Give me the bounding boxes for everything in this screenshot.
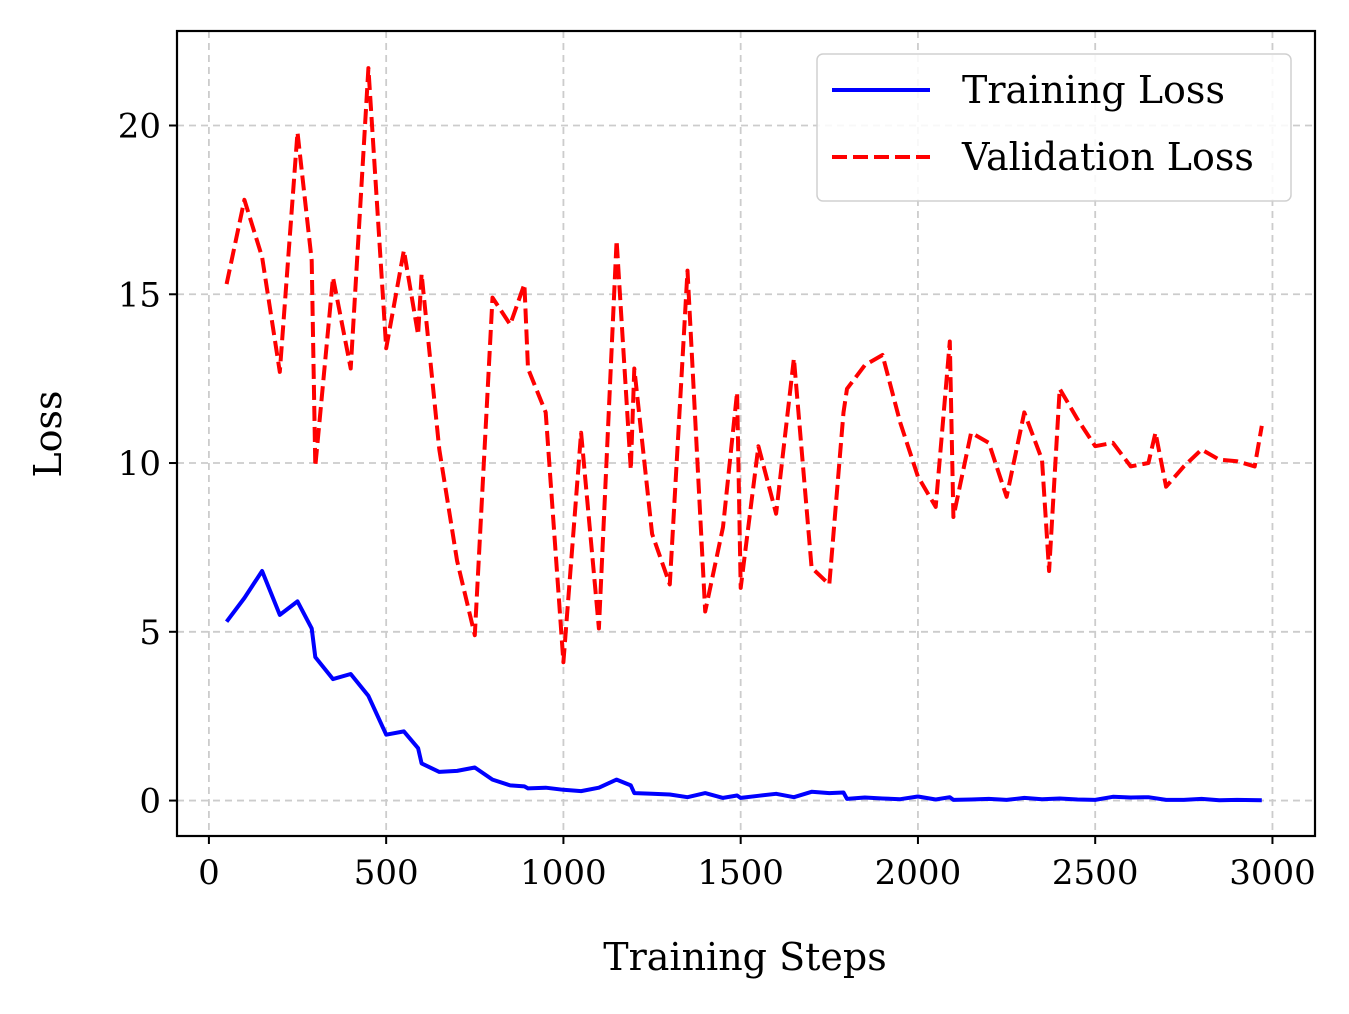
x-tick-label: 500 — [354, 853, 419, 893]
y-tick-label: 15 — [118, 275, 161, 315]
x-axis-label: Training Steps — [603, 935, 886, 979]
series-line-training-loss — [225, 569, 1262, 803]
series-layer — [224, 66, 1264, 803]
axis-ticks: 0 500 1000 1500 2000 2500 3000 0 5 10 15 20 — [118, 107, 1316, 893]
x-tick-label: 0 — [198, 853, 220, 893]
x-tick-label: 3000 — [1229, 853, 1316, 893]
plot-frame — [175, 29, 1317, 838]
y-axis-label: Loss — [26, 390, 70, 477]
y-tick-label: 10 — [118, 444, 161, 484]
legend: Training Loss Validation Loss — [816, 53, 1292, 202]
legend-box — [816, 53, 1292, 202]
y-tick-label: 5 — [139, 613, 161, 653]
series-line-validation-loss — [224, 66, 1264, 665]
x-tick-label: 1500 — [697, 853, 784, 893]
legend-label-validation-loss: Validation Loss — [961, 135, 1254, 179]
x-tick-label: 2500 — [1052, 853, 1139, 893]
y-tick-label: 0 — [139, 782, 161, 822]
grid-lines — [177, 31, 1315, 836]
x-tick-label: 2000 — [875, 853, 962, 893]
x-tick-label: 1000 — [520, 853, 607, 893]
y-tick-label: 20 — [118, 107, 161, 147]
legend-label-training-loss: Training Loss — [962, 68, 1225, 112]
